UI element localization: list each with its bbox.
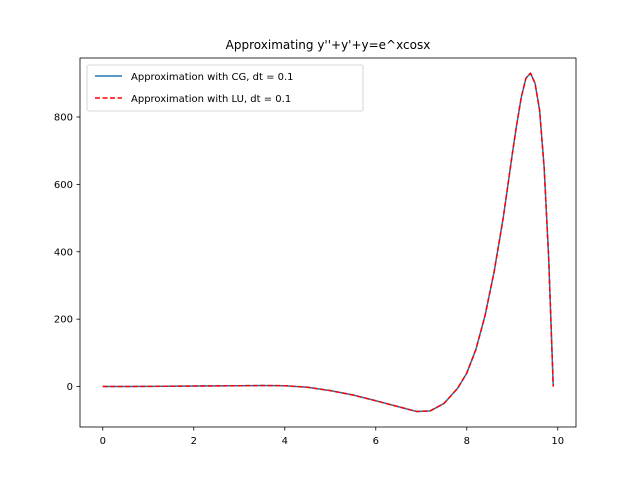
legend: Approximation with CG, dt = 0.1 Approxim… — [86, 64, 364, 112]
y-tick-label: 800 — [54, 112, 73, 123]
series-layer — [102, 72, 554, 413]
x-axis: 0 2 4 6 8 10 — [100, 427, 564, 447]
x-tick-label: 4 — [282, 436, 288, 447]
legend-label-lu: Approximation with LU, dt = 0.1 — [131, 94, 291, 105]
y-tick-label: 200 — [54, 315, 73, 326]
x-tick-label: 8 — [464, 436, 470, 447]
chart-title: Approximating y''+y'+y=e^xcosx — [226, 38, 431, 52]
series-line-lu — [102, 72, 554, 413]
y-tick-label: 0 — [67, 382, 73, 393]
y-tick-label: 600 — [54, 180, 73, 191]
x-tick-label: 2 — [191, 436, 197, 447]
legend-box — [86, 64, 364, 112]
x-tick-label: 6 — [373, 436, 379, 447]
y-axis: 0 200 400 600 800 — [54, 112, 80, 393]
legend-label-cg: Approximation with CG, dt = 0.1 — [131, 72, 294, 83]
x-tick-label: 0 — [100, 436, 106, 447]
x-tick-label: 10 — [551, 436, 564, 447]
axes-frame — [79, 57, 577, 428]
y-tick-label: 400 — [54, 247, 73, 258]
